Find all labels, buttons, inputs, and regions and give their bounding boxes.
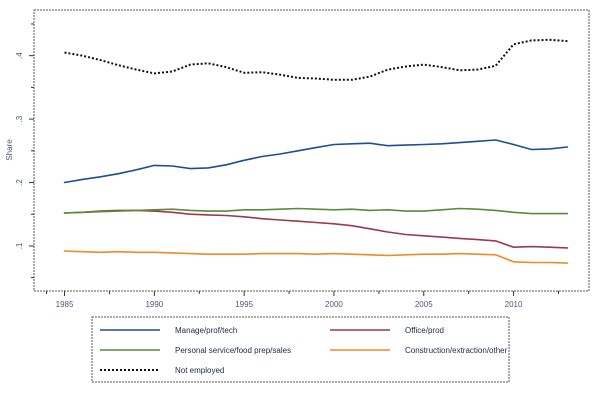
series-line-construction-extraction-other xyxy=(63,250,569,264)
series-line-not-employed xyxy=(64,38,568,81)
legend-label: Not employed xyxy=(175,366,224,375)
y-axis: .1 .2 .3 .4 xyxy=(15,23,34,279)
legend-box xyxy=(91,316,510,383)
y-tick-label: .1 xyxy=(15,242,24,249)
series-line-personal-service-food-prep-sales xyxy=(63,207,569,215)
legend-item-office-prod: Office/prod xyxy=(330,326,444,335)
series-layer xyxy=(63,38,569,264)
plot-area xyxy=(33,9,590,292)
legend-item-construction-extraction-other: Construction/extraction/other xyxy=(330,346,508,355)
legend-label: Office/prod xyxy=(405,326,444,335)
legend-label: Manage/prof/tech xyxy=(175,326,237,335)
y-axis-title: Share xyxy=(5,139,14,161)
legend: Manage/prof/tech Office/prod Personal serv… xyxy=(91,316,510,383)
x-tick-label: 1985 xyxy=(56,300,74,309)
series-line-office-prod xyxy=(63,209,569,249)
x-tick-label: 2010 xyxy=(505,300,523,309)
x-axis: 1985 1990 1995 2000 2005 2010 xyxy=(46,291,559,309)
y-tick-label: .4 xyxy=(15,52,24,59)
legend-item-not-employed: Not employed xyxy=(100,366,224,375)
legend-label: Personal service/food prep/sales xyxy=(175,346,291,355)
legend-item-personal-service-food-prep-sales: Personal service/food prep/sales xyxy=(100,346,291,355)
x-tick-label: 1995 xyxy=(235,300,253,309)
legend-item-manage-prof-tech: Manage/prof/tech xyxy=(100,326,237,335)
x-tick-label: 1990 xyxy=(145,300,163,309)
legend-label: Construction/extraction/other xyxy=(405,346,508,355)
x-tick-label: 2000 xyxy=(325,300,343,309)
x-tick-label: 2005 xyxy=(415,300,433,309)
y-tick-label: .2 xyxy=(15,179,24,186)
series-line-manage-prof-tech xyxy=(63,139,569,184)
y-tick-label: .3 xyxy=(15,115,24,122)
